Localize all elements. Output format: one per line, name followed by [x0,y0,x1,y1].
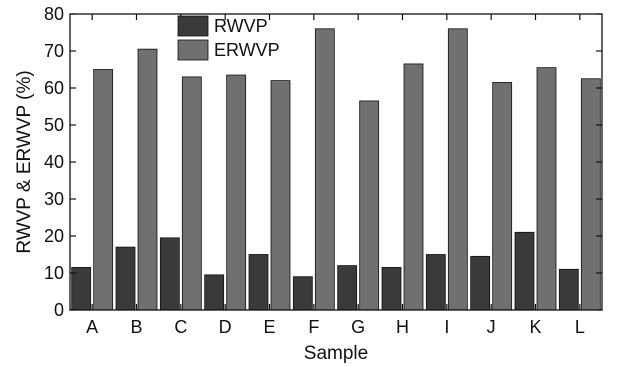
bar-erwvp-h [403,63,424,311]
bar-erwvp-b [137,48,158,311]
bar-rwvp-g [337,265,358,311]
x-tick-label-i: I [444,317,449,337]
bar-rwvp-h [381,267,402,311]
y-tick-label: 20 [44,226,64,246]
bar-rwvp-f [292,276,313,311]
legend-label-erwvp: ERWVP [214,40,280,60]
x-tick-label-f: F [308,317,319,337]
legend-swatch-erwvp [177,39,209,61]
bar-rwvp-j [470,255,491,311]
bar-erwvp-d [226,74,247,311]
x-axis-label: Sample [304,343,368,364]
bar-erwvp-f [314,28,335,311]
bar-erwvp-k [536,67,557,311]
x-tick-label-c: C [174,317,187,337]
y-tick-label: 40 [44,152,64,172]
x-tick-label-l: L [575,317,585,337]
x-axis-ticks: A B C D E F G H I J K L [86,14,585,337]
y-tick-label: 30 [44,189,64,209]
x-tick-label-e: E [263,317,275,337]
bar-erwvp-g [359,100,380,311]
bars-group [71,28,601,311]
legend-swatch-rwvp [177,15,209,37]
bar-erwvp-e [270,80,291,311]
bar-rwvp-a [71,267,92,311]
bar-rwvp-e [248,254,269,311]
bar-rwvp-b [115,246,136,311]
y-tick-label: 80 [44,4,64,24]
y-tick-label: 50 [44,115,64,135]
bar-erwvp-j [492,82,513,311]
y-axis-ticks: 0 10 20 30 40 50 60 70 80 [44,4,602,320]
bar-erwvp-l [580,78,601,311]
y-tick-label: 60 [44,78,64,98]
legend-label-rwvp: RWVP [214,16,268,36]
x-tick-label-d: D [219,317,232,337]
y-tick-label: 10 [44,263,64,283]
bar-erwvp-i [447,28,468,311]
bar-rwvp-l [558,268,579,311]
x-tick-label-g: G [351,317,365,337]
bar-rwvp-c [159,237,180,311]
bar-rwvp-d [204,274,225,311]
y-axis-label: RWVP & ERWVP (%) [14,70,35,253]
bar-rwvp-i [425,254,446,311]
x-tick-label-b: B [130,317,142,337]
bar-rwvp-k [514,231,535,311]
x-tick-label-k: K [529,317,541,337]
x-tick-label-h: H [396,317,409,337]
x-tick-label-a: A [86,317,98,337]
x-tick-label-j: J [487,317,496,337]
legend: RWVP ERWVP [177,15,280,61]
bar-erwvp-c [181,76,202,311]
y-tick-label: 0 [54,300,64,320]
bar-erwvp-a [93,69,114,311]
y-tick-label: 70 [44,41,64,61]
